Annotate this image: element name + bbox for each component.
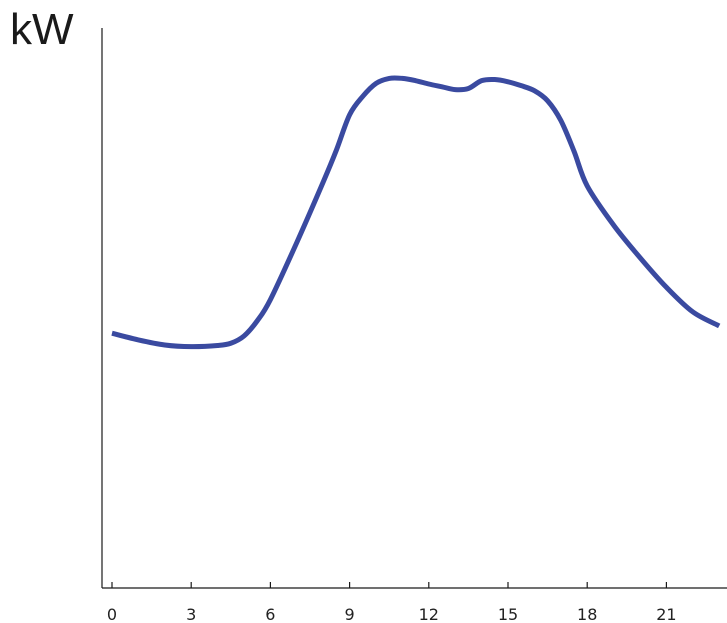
x-tick-label-15: 15 [498, 605, 518, 623]
x-tick-label-0: 0 [107, 605, 117, 623]
x-tick-label-18: 18 [577, 605, 597, 623]
x-axis-ticks: 0 3 6 9 12 15 18 21 [107, 582, 677, 623]
x-tick-label-9: 9 [345, 605, 355, 623]
y-axis-label: kW [10, 5, 74, 54]
series-line-0 [111, 75, 721, 350]
x-tick-label-12: 12 [419, 605, 439, 623]
x-tick-label-3: 3 [186, 605, 196, 623]
x-tick-label-6: 6 [265, 605, 275, 623]
x-tick-label-21: 21 [656, 605, 676, 623]
series-layer [111, 75, 721, 350]
